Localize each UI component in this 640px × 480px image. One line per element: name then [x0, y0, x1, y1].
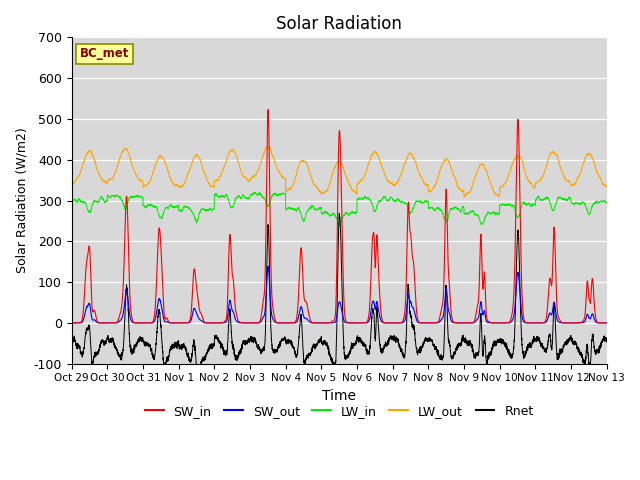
SW_in [429, 320, 437, 326]
LW_out [490, 188, 497, 194]
LW_in [164, 205, 172, 211]
LW_in [603, 200, 611, 206]
SW_out [603, 320, 611, 326]
Y-axis label: Solar Radiation (W/m2): Solar Radiation (W/m2) [15, 128, 28, 274]
LW_out [459, 188, 467, 193]
SW_in [68, 320, 76, 326]
LW_in [319, 211, 327, 217]
LW_in [490, 209, 497, 215]
SW_in [164, 317, 172, 323]
Rnet [319, 341, 327, 347]
Line: Rnet: Rnet [72, 213, 607, 371]
SW_in [602, 320, 610, 326]
LW_in [460, 204, 467, 209]
LW_in [68, 198, 76, 204]
Rnet [68, 339, 76, 345]
SW_out [317, 320, 325, 326]
LW_in [429, 206, 437, 212]
LW_out [265, 144, 273, 149]
SW_in [319, 320, 327, 326]
Line: LW_out: LW_out [72, 146, 607, 196]
SW_out [490, 320, 497, 326]
LW_out [429, 185, 437, 191]
Rnet [460, 337, 467, 343]
Rnet [335, 210, 343, 216]
LW_out [602, 183, 610, 189]
Legend: SW_in, SW_out, LW_in, LW_out, Rnet: SW_in, SW_out, LW_in, LW_out, Rnet [140, 400, 538, 423]
SW_out [602, 320, 610, 326]
SW_out [264, 264, 272, 269]
Rnet [603, 339, 611, 345]
SW_out [429, 320, 437, 326]
LW_out [460, 193, 468, 199]
Rnet [490, 341, 497, 347]
LW_out [319, 190, 327, 196]
SW_in [264, 107, 272, 112]
Text: BC_met: BC_met [79, 47, 129, 60]
LW_in [252, 190, 259, 195]
Rnet [602, 336, 610, 342]
LW_out [603, 183, 611, 189]
SW_in [459, 320, 467, 326]
Line: LW_in: LW_in [72, 192, 607, 226]
Rnet [429, 341, 437, 347]
Rnet [195, 368, 202, 374]
SW_in [603, 320, 611, 326]
Title: Solar Radiation: Solar Radiation [276, 15, 402, 33]
LW_in [602, 200, 610, 205]
Line: SW_out: SW_out [72, 266, 607, 323]
LW_in [336, 223, 344, 228]
SW_out [164, 319, 172, 325]
LW_out [68, 180, 76, 186]
X-axis label: Time: Time [322, 389, 356, 403]
SW_out [460, 320, 467, 326]
SW_out [68, 320, 76, 326]
Line: SW_in: SW_in [72, 109, 607, 323]
SW_in [490, 320, 497, 326]
SW_out [319, 320, 327, 326]
Rnet [164, 357, 172, 363]
SW_in [460, 320, 468, 326]
LW_out [164, 168, 172, 173]
